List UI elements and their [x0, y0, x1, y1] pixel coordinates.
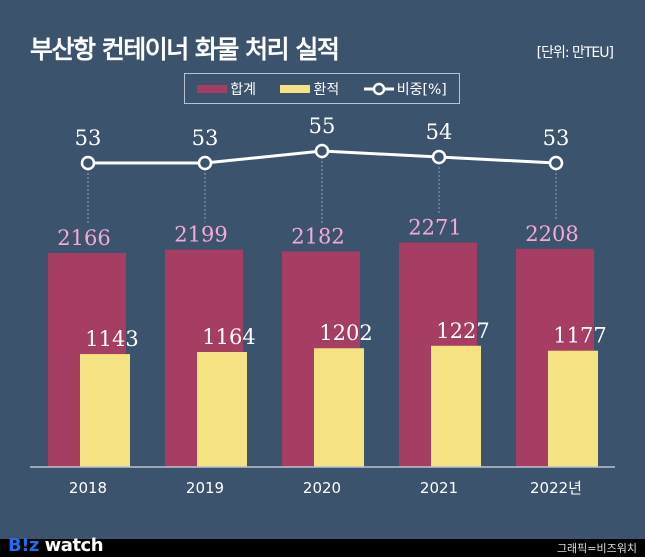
share-point [548, 155, 564, 171]
x-tick-label: 2020 [303, 479, 341, 497]
bar-transship [80, 354, 130, 467]
credit: 그래픽=비즈워치 [556, 542, 637, 555]
legend: 합계 환적 비중[%] [184, 73, 460, 104]
bar-transship [197, 351, 247, 467]
x-tick-label: 2021 [420, 479, 458, 497]
share-point [314, 143, 330, 159]
legend-label: 비중[%] [396, 81, 447, 98]
legend-item-total: 합계 [197, 79, 256, 99]
legend-swatch [280, 84, 311, 93]
x-tick-label: 2018 [69, 479, 107, 497]
data-label-transship: 1177 [553, 324, 606, 348]
share-point [80, 155, 96, 171]
data-label-transship: 1164 [202, 325, 255, 349]
legend-swatch [197, 84, 228, 93]
data-label-share: 55 [309, 114, 336, 138]
data-label-total: 2199 [174, 223, 227, 247]
share-point [197, 155, 213, 171]
legend-item-transship: 환적 [280, 79, 339, 99]
unit-label: [단위: 만TEU] [536, 45, 614, 61]
data-label-share: 53 [543, 126, 570, 150]
data-label-transship: 1227 [436, 319, 489, 343]
share-point [431, 149, 447, 165]
data-label-transship: 1202 [319, 321, 372, 345]
x-tick-label: 2022년 [530, 479, 582, 497]
bar-transship [431, 345, 481, 467]
x-tick-label: 2019 [186, 479, 224, 497]
bizwatch-logo: B!z watch [8, 535, 104, 556]
footer: B!z watch 그래픽=비즈워치 [0, 535, 645, 557]
line-marker-icon [363, 82, 394, 95]
data-label-share: 53 [192, 126, 219, 150]
data-label-share: 53 [75, 126, 102, 150]
data-label-total: 2166 [57, 226, 110, 250]
chart-title: 부산항 컨테이너 화물 처리 실적 [30, 35, 340, 64]
data-label-share: 54 [426, 120, 453, 144]
data-label-total: 2208 [525, 222, 578, 246]
data-label-transship: 1143 [85, 327, 138, 351]
legend-item-share: 비중[%] [363, 79, 447, 99]
bar-transship [314, 348, 364, 467]
data-label-total: 2182 [291, 224, 344, 248]
legend-label: 환적 [313, 81, 340, 98]
bar-transship [548, 350, 598, 467]
legend-label: 합계 [230, 81, 256, 98]
data-label-total: 2271 [408, 216, 461, 240]
